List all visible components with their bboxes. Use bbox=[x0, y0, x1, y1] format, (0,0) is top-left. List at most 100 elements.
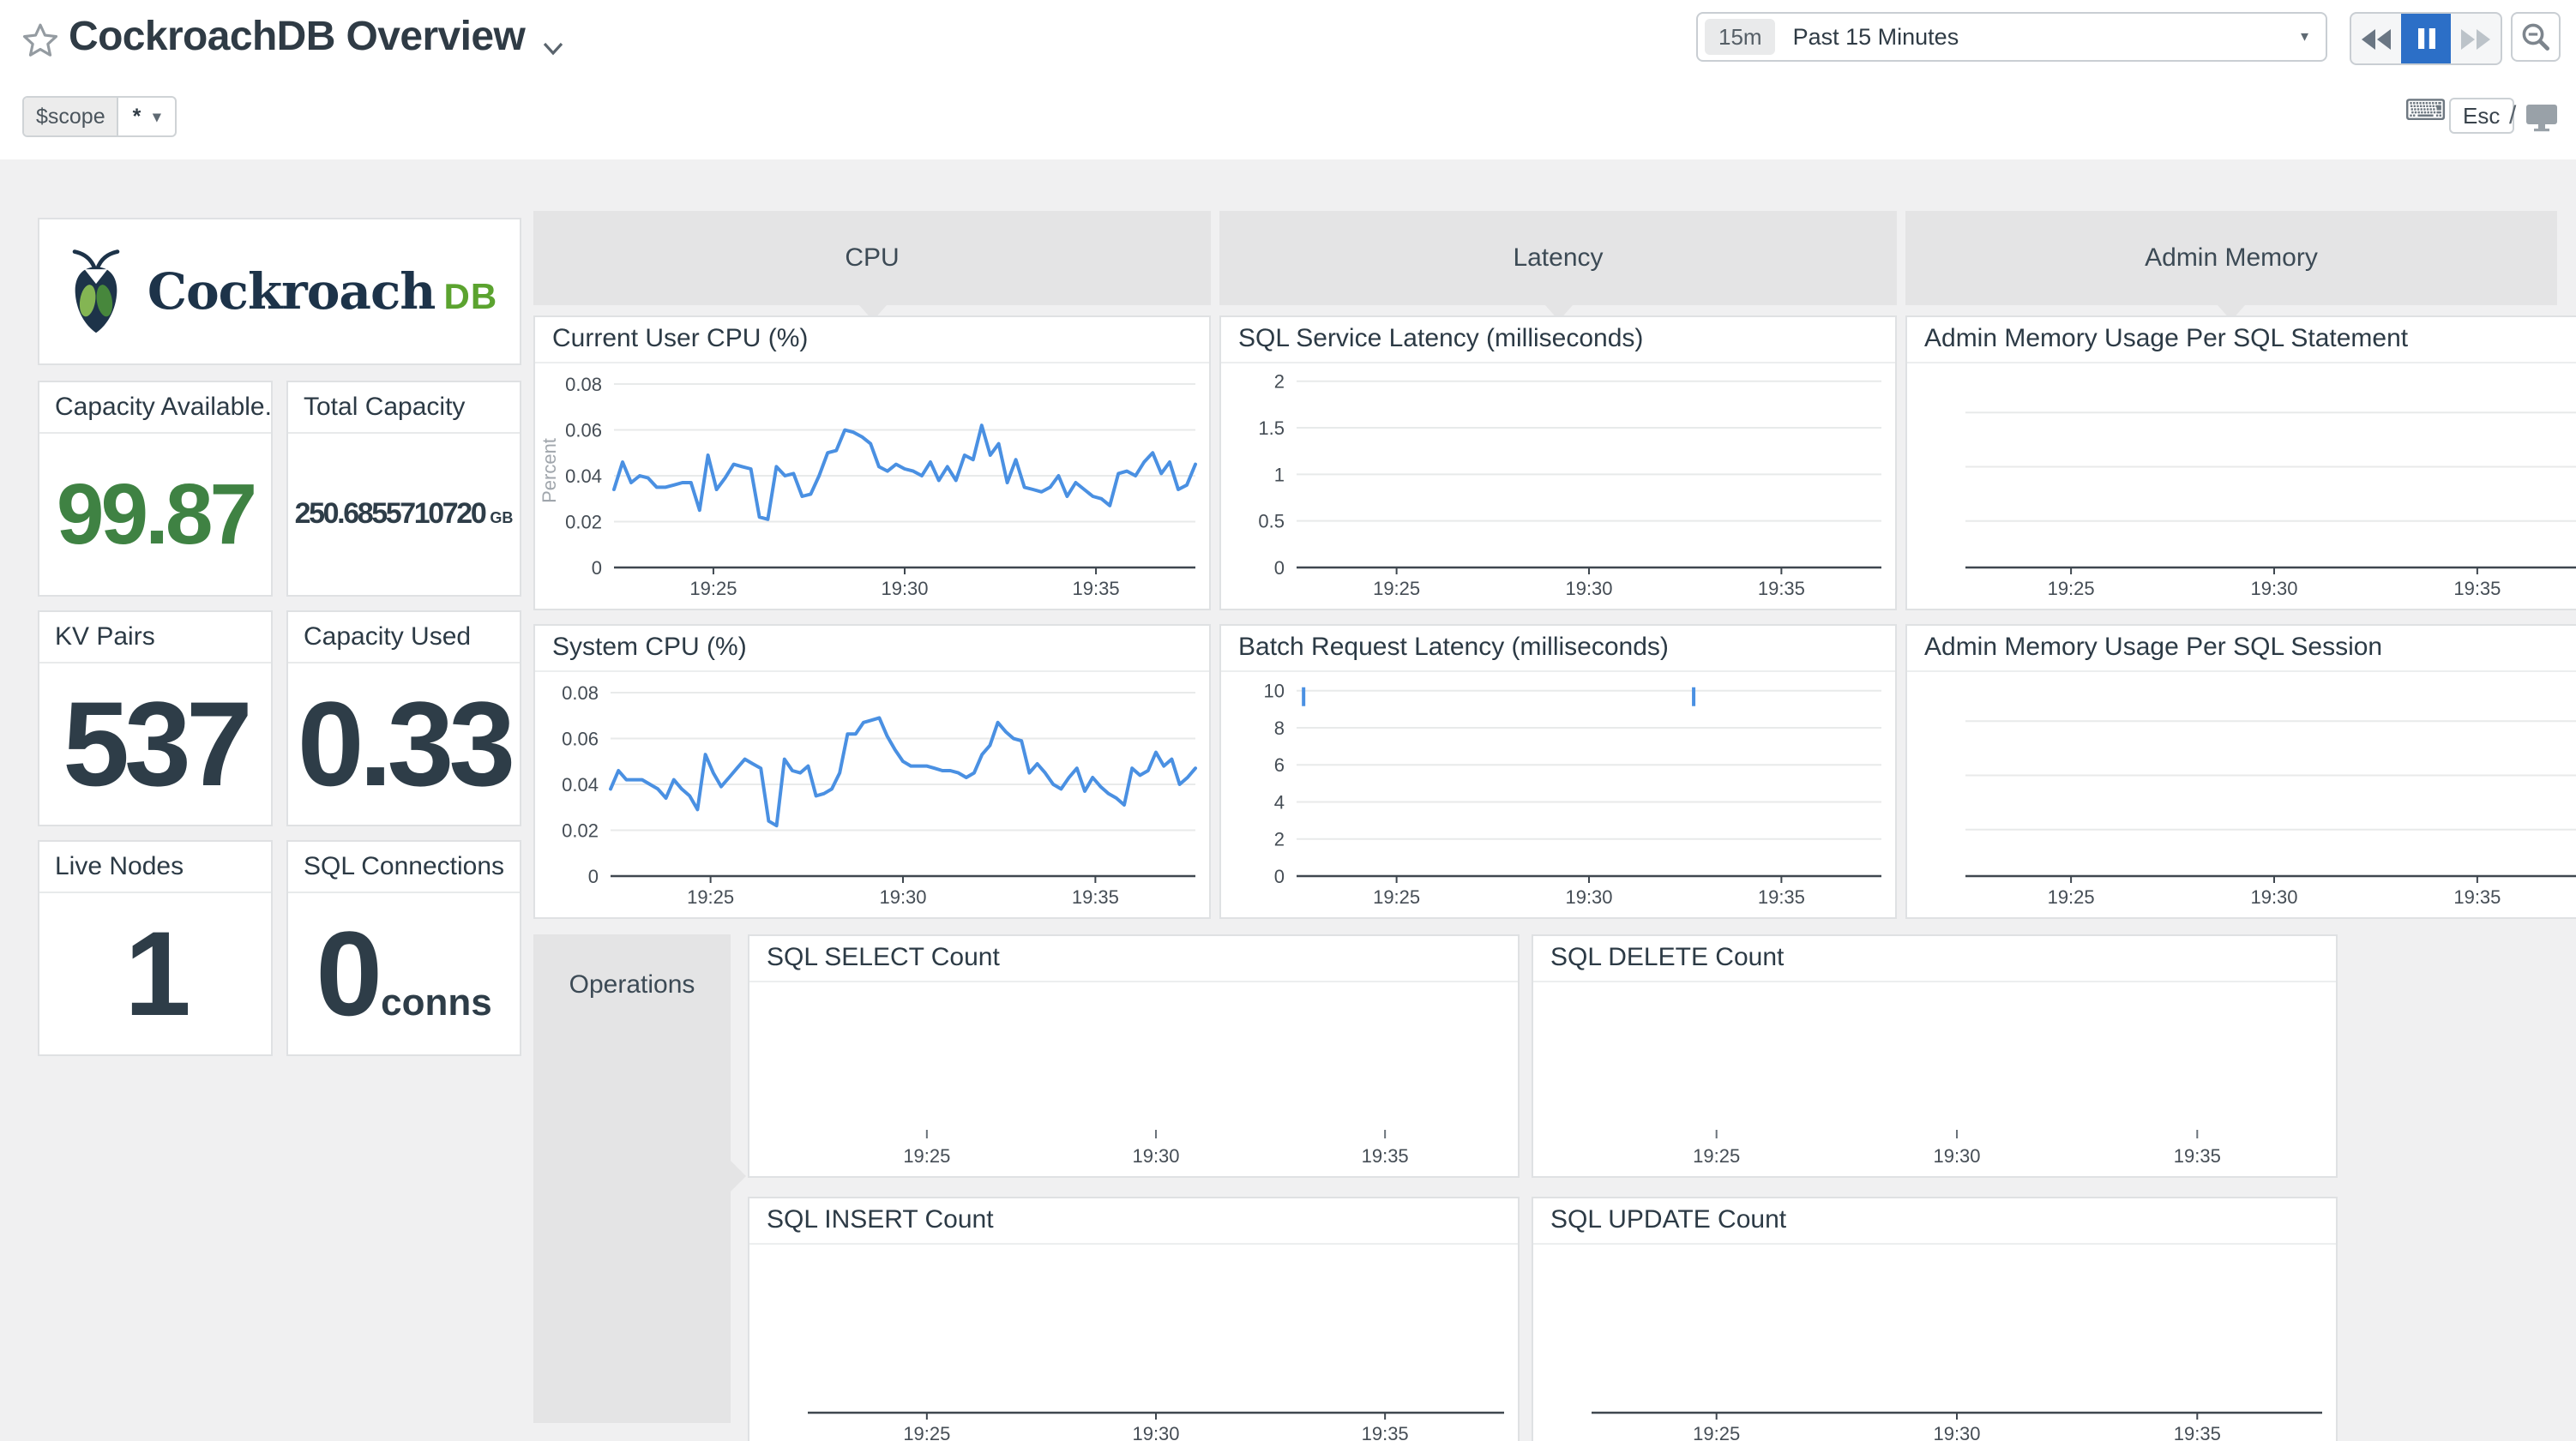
chart-current-user-cpu[interactable]: Current User CPU (%) 0 0.02 0.04 0.06 0.08 19… bbox=[533, 315, 1211, 610]
svg-text:19:25: 19:25 bbox=[687, 886, 734, 908]
favorite-star-icon[interactable] bbox=[22, 22, 58, 67]
group-header-cpu[interactable]: CPU bbox=[533, 211, 1211, 321]
svg-text:0.08: 0.08 bbox=[565, 374, 602, 395]
dashboard-canvas: Cockroach DB Capacity Available... 99.87 … bbox=[0, 159, 2576, 1441]
svg-text:1.5: 1.5 bbox=[1258, 417, 1285, 439]
svg-text:0.5: 0.5 bbox=[1258, 511, 1285, 532]
logo-wordmark: Cockroach bbox=[147, 262, 436, 321]
svg-text:0: 0 bbox=[588, 866, 599, 887]
zoom-out-button[interactable] bbox=[2511, 12, 2561, 62]
chevron-down-icon[interactable] bbox=[542, 34, 564, 65]
cockroach-bug-icon bbox=[72, 249, 120, 333]
chart-sql-select-count[interactable]: SQL SELECT Count 19:25 19:30 19:35 bbox=[748, 934, 1520, 1178]
group-header-latency[interactable]: Latency bbox=[1219, 211, 1897, 321]
svg-text:0: 0 bbox=[1274, 557, 1285, 579]
chart-sql-insert-count[interactable]: SQL INSERT Count 19:25 19:30 19:35 bbox=[748, 1197, 1520, 1441]
time-range-picker[interactable]: 15m Past 15 Minutes ▾ bbox=[1696, 12, 2327, 62]
svg-text:4: 4 bbox=[1274, 791, 1285, 813]
svg-text:2: 2 bbox=[1274, 371, 1285, 393]
svg-text:1: 1 bbox=[1274, 464, 1285, 485]
chart-sql-delete-count[interactable]: SQL DELETE Count 19:25 19:30 19:35 bbox=[1532, 934, 2338, 1178]
svg-text:19:35: 19:35 bbox=[1758, 886, 1805, 908]
svg-text:19:35: 19:35 bbox=[2174, 1145, 2221, 1167]
playback-controls bbox=[2350, 12, 2502, 65]
stat-capacity-used[interactable]: Capacity Used 0.33 bbox=[286, 610, 521, 826]
svg-text:19:25: 19:25 bbox=[903, 1423, 950, 1441]
svg-text:19:25: 19:25 bbox=[1373, 578, 1420, 599]
time-range-badge: 15m bbox=[1705, 19, 1776, 55]
svg-text:8: 8 bbox=[1274, 717, 1285, 739]
svg-text:19:35: 19:35 bbox=[1072, 886, 1119, 908]
keyboard-icon[interactable]: ⌨ bbox=[2404, 94, 2447, 127]
chart-plot: 19:25 19:30 19:35 bbox=[749, 982, 1518, 1176]
svg-text:0.04: 0.04 bbox=[565, 465, 602, 487]
group-header-admin-memory[interactable]: Admin Memory bbox=[1905, 211, 2557, 321]
chart-sql-update-count[interactable]: SQL UPDATE Count 19:25 19:30 19:35 bbox=[1532, 1197, 2338, 1441]
page-title: CockroachDB Overview bbox=[69, 14, 526, 60]
svg-text:19:35: 19:35 bbox=[1073, 578, 1120, 599]
chart-admin-memory-session[interactable]: Admin Memory Usage Per SQL Session 19:25… bbox=[1905, 624, 2576, 919]
svg-text:19:30: 19:30 bbox=[1132, 1145, 1179, 1167]
svg-text:19:30: 19:30 bbox=[2250, 578, 2297, 599]
caret-down-icon: ▾ bbox=[153, 107, 161, 124]
logo-db-suffix: DB bbox=[443, 278, 498, 317]
magnifier-minus-icon bbox=[2522, 23, 2550, 51]
scope-variable-value[interactable]: * ▾ bbox=[132, 105, 161, 129]
chart-plot: 19:25 19:30 19:35 bbox=[1907, 672, 2576, 917]
stat-total-capacity[interactable]: Total Capacity 250.6855710720 GB bbox=[286, 381, 521, 597]
svg-text:19:25: 19:25 bbox=[2048, 578, 2095, 599]
unit-label: conns bbox=[381, 981, 492, 1024]
stat-live-nodes[interactable]: Live Nodes 1 bbox=[38, 840, 273, 1056]
svg-text:6: 6 bbox=[1274, 754, 1285, 776]
svg-text:19:30: 19:30 bbox=[881, 578, 928, 599]
chart-sql-service-latency[interactable]: SQL Service Latency (milliseconds) 0 0.5 1… bbox=[1219, 315, 1897, 610]
fullscreen-monitor-icon[interactable] bbox=[2525, 103, 2559, 141]
svg-text:0.06: 0.06 bbox=[565, 420, 602, 441]
svg-text:19:35: 19:35 bbox=[2453, 578, 2501, 599]
chart-plot: 0 2 4 6 8 10 19:25 19:30 19:35 bbox=[1221, 672, 1895, 917]
svg-text:19:30: 19:30 bbox=[1565, 578, 1612, 599]
rewind-button[interactable] bbox=[2351, 14, 2401, 63]
svg-text:19:30: 19:30 bbox=[1132, 1423, 1179, 1441]
chart-plot: 19:25 19:30 19:35 bbox=[1533, 1245, 2336, 1441]
svg-text:19:25: 19:25 bbox=[903, 1145, 950, 1167]
svg-text:Percent: Percent bbox=[539, 438, 560, 503]
unit-label: GB bbox=[490, 509, 514, 526]
group-notch bbox=[731, 1161, 746, 1192]
svg-text:0.02: 0.02 bbox=[565, 512, 602, 533]
svg-text:10: 10 bbox=[1264, 681, 1285, 702]
svg-text:19:30: 19:30 bbox=[1933, 1145, 1980, 1167]
svg-text:19:25: 19:25 bbox=[1693, 1145, 1740, 1167]
stat-capacity-available[interactable]: Capacity Available... 99.87 bbox=[38, 381, 273, 597]
svg-text:19:30: 19:30 bbox=[1933, 1423, 1980, 1441]
template-variable-scope[interactable]: $scope * ▾ bbox=[22, 96, 177, 137]
caret-down-icon: ▾ bbox=[2300, 27, 2308, 45]
chart-admin-memory-statement[interactable]: Admin Memory Usage Per SQL Statement 19:… bbox=[1905, 315, 2576, 610]
svg-text:19:30: 19:30 bbox=[879, 886, 926, 908]
svg-text:19:35: 19:35 bbox=[1758, 578, 1805, 599]
svg-text:0.02: 0.02 bbox=[562, 820, 599, 842]
svg-text:0: 0 bbox=[592, 557, 602, 579]
svg-text:2: 2 bbox=[1274, 829, 1285, 850]
chart-system-cpu[interactable]: System CPU (%) 0 0.02 0.04 0.06 0.08 19:25 19:… bbox=[533, 624, 1211, 919]
stat-sql-connections[interactable]: SQL Connections 0 conns bbox=[286, 840, 521, 1056]
svg-text:0.04: 0.04 bbox=[562, 774, 599, 796]
svg-text:19:30: 19:30 bbox=[1565, 886, 1612, 908]
chart-plot: 0 0.02 0.04 0.06 0.08 19:25 19:30 19:35 bbox=[535, 672, 1209, 917]
stat-kv-pairs[interactable]: KV Pairs 537 bbox=[38, 610, 273, 826]
fast-forward-button[interactable] bbox=[2451, 14, 2501, 63]
chart-plot: 0 0.02 0.04 0.06 0.08 19:25 19:30 19:35 Percent bbox=[535, 363, 1209, 609]
svg-text:19:25: 19:25 bbox=[1373, 886, 1420, 908]
svg-text:0.06: 0.06 bbox=[562, 729, 599, 750]
chart-plot: 19:25 19:30 19:35 bbox=[1907, 363, 2576, 609]
group-header-operations[interactable]: Operations bbox=[533, 934, 746, 1423]
svg-text:19:25: 19:25 bbox=[1693, 1423, 1740, 1441]
chart-plot: 0 0.5 1 1.5 2 19:25 19:30 19:35 bbox=[1221, 363, 1895, 609]
svg-text:19:30: 19:30 bbox=[2250, 886, 2297, 908]
scope-variable-name: $scope bbox=[24, 98, 119, 135]
esc-button[interactable]: Esc bbox=[2449, 98, 2514, 134]
pause-button[interactable] bbox=[2401, 14, 2451, 63]
svg-text:0: 0 bbox=[1274, 866, 1285, 887]
